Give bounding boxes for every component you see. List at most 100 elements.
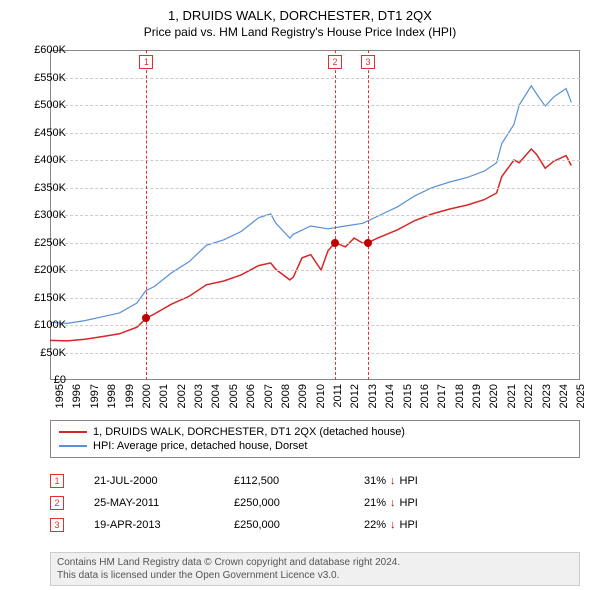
x-axis-label: 2005	[228, 384, 240, 408]
x-axis-label: 2015	[402, 384, 414, 408]
x-axis-label: 2022	[523, 384, 535, 408]
sale-marker-line	[146, 50, 147, 380]
chart-title: 1, DRUIDS WALK, DORCHESTER, DT1 2QX	[0, 0, 600, 23]
sale-price-dot	[331, 239, 339, 247]
x-axis-label: 2019	[471, 384, 483, 408]
y-axis-label: £300K	[21, 209, 66, 221]
footer-line: This data is licensed under the Open Gov…	[57, 569, 573, 582]
y-axis-label: £50K	[21, 347, 66, 359]
gridline	[50, 325, 580, 326]
x-axis-label: 2007	[263, 384, 275, 408]
x-axis-label: 2008	[280, 384, 292, 408]
gridline	[50, 270, 580, 271]
legend-label: 1, DRUIDS WALK, DORCHESTER, DT1 2QX (det…	[93, 426, 405, 438]
sales-marker-badge: 2	[50, 496, 64, 510]
gridline	[50, 243, 580, 244]
y-axis-label: £550K	[21, 72, 66, 84]
sales-date: 19-APR-2013	[94, 519, 234, 531]
x-axis-label: 2004	[210, 384, 222, 408]
y-axis-label: £100K	[21, 319, 66, 331]
sales-diff-pct: 22%	[364, 519, 386, 531]
sales-marker-badge: 3	[50, 518, 64, 532]
sales-marker-badge: 1	[50, 474, 64, 488]
legend-swatch	[59, 431, 87, 433]
x-axis-label: 1997	[89, 384, 101, 408]
sales-diff-pct: 31%	[364, 475, 386, 487]
x-axis-label: 2003	[193, 384, 205, 408]
x-axis-label: 2025	[575, 384, 587, 408]
arrow-down-icon: ↓	[390, 475, 396, 487]
gridline	[50, 160, 580, 161]
sale-marker-box: 3	[361, 55, 375, 69]
sales-price: £250,000	[234, 519, 364, 531]
arrow-down-icon: ↓	[390, 497, 396, 509]
x-axis-label: 2020	[488, 384, 500, 408]
sales-date: 25-MAY-2011	[94, 497, 234, 509]
y-axis-label: £200K	[21, 264, 66, 276]
x-axis-label: 2001	[158, 384, 170, 408]
gridline	[50, 78, 580, 79]
sales-price: £112,500	[234, 475, 364, 487]
x-axis-label: 1995	[54, 384, 66, 408]
sale-price-dot	[142, 314, 150, 322]
x-axis-label: 2014	[384, 384, 396, 408]
legend-item: 1, DRUIDS WALK, DORCHESTER, DT1 2QX (det…	[59, 425, 571, 439]
y-axis-label: £600K	[21, 44, 66, 56]
footer-attribution: Contains HM Land Registry data © Crown c…	[50, 552, 580, 586]
y-axis-label: £150K	[21, 292, 66, 304]
sales-date: 21-JUL-2000	[94, 475, 234, 487]
x-axis-label: 2017	[436, 384, 448, 408]
x-axis-label: 2021	[506, 384, 518, 408]
y-axis-label: £500K	[21, 99, 66, 111]
y-axis-label: £350K	[21, 182, 66, 194]
x-axis-label: 2018	[454, 384, 466, 408]
sales-row: 2 25-MAY-2011£250,00021% ↓ HPI	[50, 492, 580, 514]
gridline	[50, 215, 580, 216]
sales-diff: 22% ↓ HPI	[364, 519, 418, 531]
chart-subtitle: Price paid vs. HM Land Registry's House …	[0, 23, 600, 45]
gridline	[50, 353, 580, 354]
gridline	[50, 133, 580, 134]
x-axis-label: 2006	[245, 384, 257, 408]
sale-marker-line	[335, 50, 336, 380]
x-axis-label: 2013	[367, 384, 379, 408]
sales-row: 3 19-APR-2013£250,00022% ↓ HPI	[50, 514, 580, 536]
x-axis-label: 2024	[558, 384, 570, 408]
sales-diff: 21% ↓ HPI	[364, 497, 418, 509]
sales-diff-label: HPI	[400, 519, 418, 531]
legend-swatch	[59, 445, 87, 447]
x-axis-label: 2011	[332, 384, 344, 408]
x-axis-label: 1998	[106, 384, 118, 408]
sales-diff-label: HPI	[400, 497, 418, 509]
x-axis-label: 2012	[349, 384, 361, 408]
gridline	[50, 105, 580, 106]
sales-table: 1 21-JUL-2000£112,50031% ↓ HPI 2 25-MAY-201…	[50, 470, 580, 536]
gridline	[50, 298, 580, 299]
y-axis-label: £250K	[21, 237, 66, 249]
chart-container: 1, DRUIDS WALK, DORCHESTER, DT1 2QX Pric…	[0, 0, 600, 590]
arrow-down-icon: ↓	[390, 519, 396, 531]
x-axis-label: 2002	[176, 384, 188, 408]
legend-label: HPI: Average price, detached house, Dors…	[93, 440, 307, 452]
gridline	[50, 188, 580, 189]
sales-price: £250,000	[234, 497, 364, 509]
sales-row: 1 21-JUL-2000£112,50031% ↓ HPI	[50, 470, 580, 492]
footer-line: Contains HM Land Registry data © Crown c…	[57, 556, 573, 569]
legend-box: 1, DRUIDS WALK, DORCHESTER, DT1 2QX (det…	[50, 420, 580, 458]
hpi-line	[50, 86, 571, 324]
x-axis-label: 2009	[297, 384, 309, 408]
x-axis-label: 1996	[71, 384, 83, 408]
x-axis-label: 2023	[541, 384, 553, 408]
legend-item: HPI: Average price, detached house, Dors…	[59, 439, 571, 453]
y-axis-label: £450K	[21, 127, 66, 139]
y-axis-label: £400K	[21, 154, 66, 166]
sale-marker-box: 1	[139, 55, 153, 69]
sales-diff-pct: 21%	[364, 497, 386, 509]
sale-price-dot	[364, 239, 372, 247]
sale-marker-box: 2	[328, 55, 342, 69]
x-axis-label: 2010	[315, 384, 327, 408]
sales-diff: 31% ↓ HPI	[364, 475, 418, 487]
x-axis-label: 1999	[124, 384, 136, 408]
sales-diff-label: HPI	[400, 475, 418, 487]
x-axis-label: 2000	[141, 384, 153, 408]
